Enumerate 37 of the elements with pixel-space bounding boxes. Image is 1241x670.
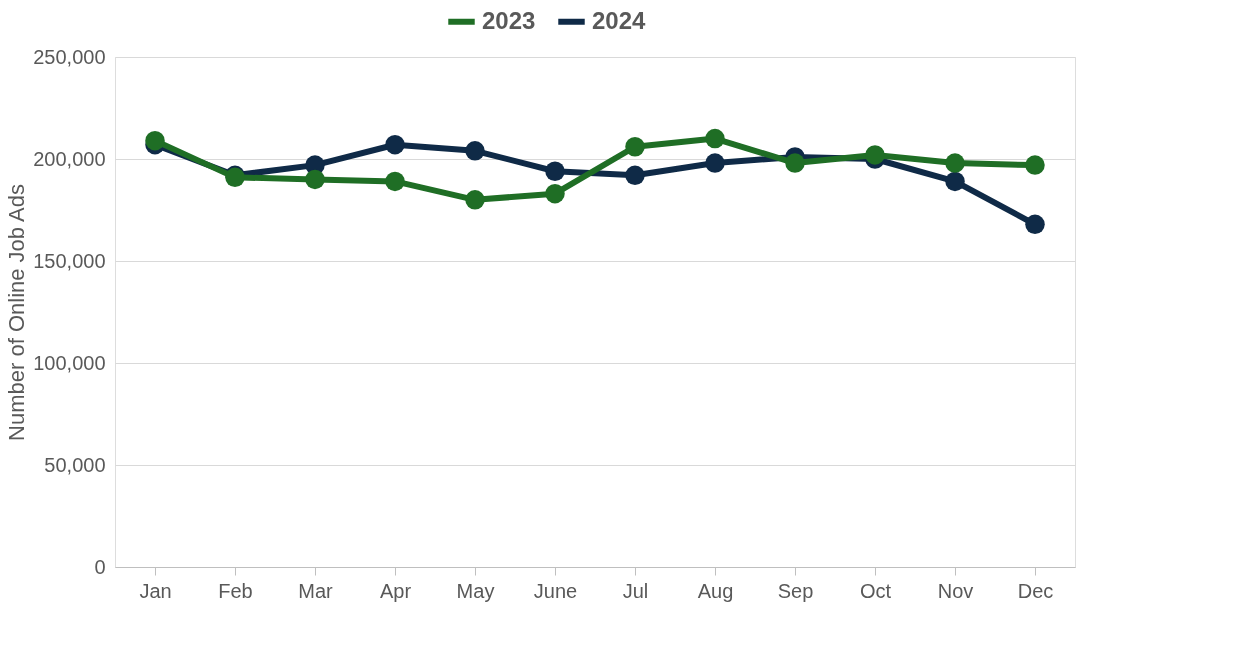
point bbox=[1025, 155, 1045, 175]
x-tick-label: Oct bbox=[859, 579, 892, 602]
x-tick-label: Nov bbox=[937, 579, 974, 602]
y-tick-label: 200,000 bbox=[33, 147, 106, 170]
x-tick-label: Mar bbox=[298, 579, 334, 602]
point bbox=[545, 161, 565, 181]
point bbox=[1025, 214, 1045, 235]
point bbox=[385, 171, 405, 192]
point bbox=[945, 153, 965, 173]
legend-label: 2024 bbox=[592, 6, 647, 34]
x-tick-label: Apr bbox=[379, 579, 412, 602]
point bbox=[705, 128, 725, 149]
legend-label: 2023 bbox=[482, 6, 536, 34]
point bbox=[305, 169, 325, 190]
point bbox=[385, 134, 405, 155]
point bbox=[625, 137, 645, 157]
y-axis-title: Number of Online Job Ads bbox=[4, 184, 30, 441]
y-tick-label: 50,000 bbox=[44, 453, 106, 476]
x-tick-label: June bbox=[533, 579, 578, 602]
x-tick-label: Sep bbox=[777, 579, 814, 602]
point bbox=[465, 141, 485, 161]
point bbox=[945, 171, 965, 192]
x-tick-label: Jul bbox=[622, 579, 649, 602]
point bbox=[545, 183, 565, 204]
point bbox=[705, 153, 725, 173]
point bbox=[465, 190, 485, 210]
point bbox=[625, 165, 645, 186]
point bbox=[785, 153, 805, 173]
x-tick-label: May bbox=[456, 579, 495, 602]
y-tick-label: 100,000 bbox=[33, 351, 106, 374]
x-tick-label: Dec bbox=[1017, 579, 1054, 602]
y-tick-label: 250,000 bbox=[33, 45, 106, 68]
x-tick-label: Aug bbox=[697, 579, 734, 602]
x-tick-label: Jan bbox=[139, 579, 172, 602]
x-tick-label: Feb bbox=[218, 579, 253, 602]
y-tick-label: 150,000 bbox=[33, 249, 106, 272]
y-tick-label: 0 bbox=[94, 555, 106, 578]
